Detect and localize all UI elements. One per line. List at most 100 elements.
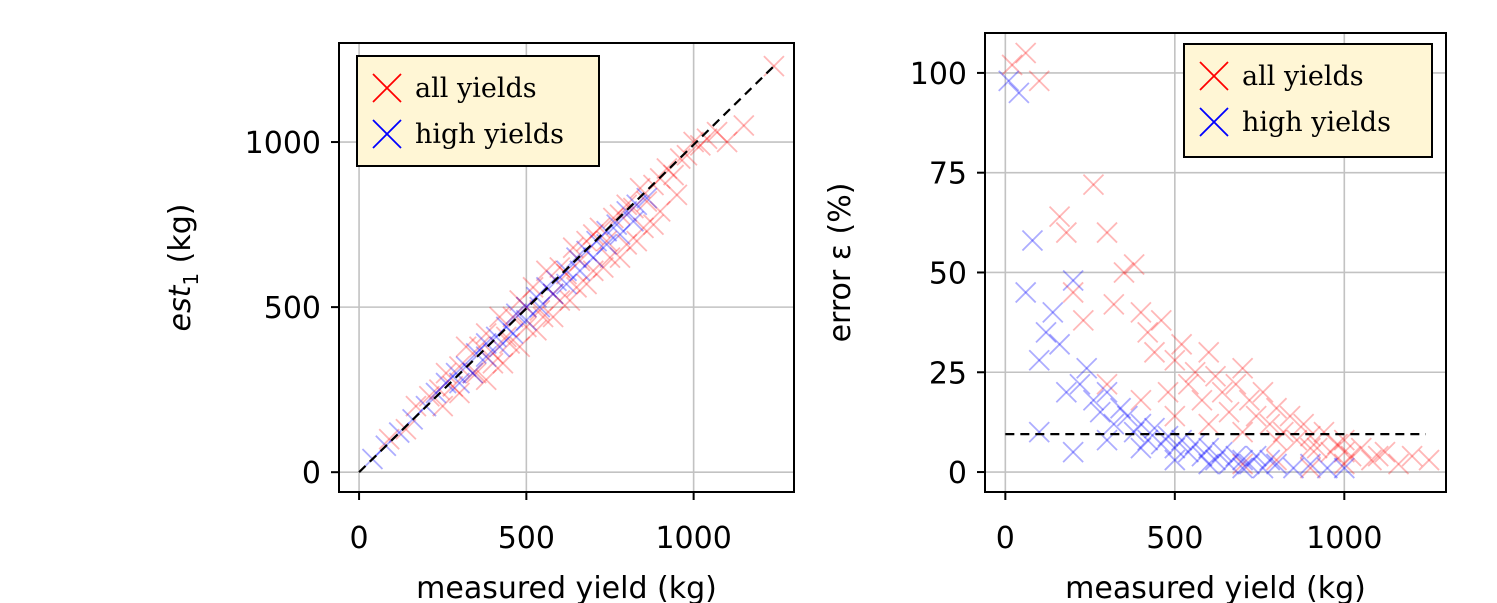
data-point-all-left <box>498 332 521 355</box>
data-point-all-left <box>666 184 688 206</box>
data-point-all-left <box>609 204 631 226</box>
data-point-high-right <box>1055 381 1077 403</box>
data-point-all-right <box>1164 405 1186 427</box>
y-axis-label-left-main: est <box>163 284 198 331</box>
data-point-all-left <box>428 379 451 401</box>
series-all-yields-right <box>1001 42 1440 479</box>
data-point-high-left <box>622 210 645 232</box>
data-point-all-right <box>1164 349 1186 371</box>
y-tick-label-left-1: 500 <box>264 291 321 326</box>
data-point-all-left <box>482 342 504 364</box>
data-point-high-right <box>1204 449 1227 471</box>
data-point-all-left <box>632 217 655 239</box>
data-point-high-right <box>1333 457 1355 479</box>
data-point-all-left <box>716 131 738 153</box>
data-point-all-left <box>626 230 648 252</box>
y-tick-label-right-2: 50 <box>929 256 967 291</box>
data-point-all-left <box>395 418 417 440</box>
legend-left: all yields high yields <box>356 55 600 167</box>
data-point-all-left <box>495 326 517 348</box>
data-point-high-left <box>555 273 578 295</box>
legend-marker-all-right <box>1199 61 1229 91</box>
data-point-high-right <box>1198 453 1220 475</box>
data-point-all-right <box>1279 405 1301 427</box>
data-point-high-right <box>1103 413 1125 435</box>
data-point-all-right <box>1184 361 1206 383</box>
data-point-all-left <box>542 306 564 328</box>
data-point-all-left <box>482 352 504 374</box>
data-point-high-right <box>1130 413 1152 435</box>
data-point-all-right <box>1313 421 1335 443</box>
y-axis-label-left-unit: (kg) <box>163 204 198 273</box>
legend-label-high-right: high yields <box>1242 107 1391 138</box>
data-point-all-left <box>599 246 621 269</box>
data-point-high-right <box>1150 433 1172 455</box>
data-point-high-right <box>1109 397 1132 419</box>
data-point-all-right <box>1265 449 1288 471</box>
data-point-high-right <box>1218 453 1240 475</box>
data-point-all-left <box>656 157 678 180</box>
data-point-all-left <box>689 134 711 156</box>
data-point-all-right <box>1292 413 1315 435</box>
identity-reference-line <box>358 65 775 473</box>
data-point-high-left <box>606 213 628 236</box>
data-point-high-left <box>465 342 487 364</box>
x-tick-label-left-1: 500 <box>498 521 555 556</box>
data-point-all-left <box>488 306 511 328</box>
legend-marker-all-left <box>372 73 402 103</box>
data-point-high-right <box>1191 445 1213 467</box>
data-point-all-right <box>1286 429 1308 451</box>
data-point-all-right <box>1265 397 1288 419</box>
plot-frame-right <box>984 32 1447 493</box>
data-point-all-left <box>596 230 618 252</box>
points-layer-right <box>998 42 1440 479</box>
data-point-all-left <box>636 190 658 213</box>
data-point-all-right <box>1015 42 1037 64</box>
data-point-all-right <box>1096 221 1118 244</box>
data-point-all-left <box>662 164 685 186</box>
data-point-all-left <box>442 375 464 397</box>
data-point-high-left <box>545 270 568 292</box>
data-point-all-right <box>1225 373 1247 395</box>
data-point-all-left <box>515 316 537 338</box>
y-axis-label-right: error ε (%) <box>823 183 858 343</box>
data-point-high-right <box>1062 269 1084 292</box>
data-point-all-right <box>1326 433 1349 455</box>
x-tick-label-right-0: 0 <box>996 521 1015 556</box>
data-point-all-right <box>1299 457 1322 479</box>
data-point-all-right <box>1306 437 1328 459</box>
data-point-high-right <box>1028 349 1050 371</box>
data-point-all-right <box>1418 449 1440 471</box>
data-point-high-right <box>1069 373 1091 395</box>
data-point-all-left <box>682 131 705 153</box>
data-point-all-right <box>1350 437 1372 459</box>
x-tick-label-left-2: 1000 <box>655 521 731 556</box>
data-point-all-right <box>1231 421 1254 443</box>
data-point-high-left <box>565 246 588 269</box>
data-point-all-left <box>522 276 544 298</box>
data-point-high-right <box>1164 449 1186 471</box>
data-point-all-left <box>418 385 440 407</box>
data-point-all-right <box>1170 333 1193 355</box>
data-point-all-right <box>1177 373 1200 395</box>
data-point-all-right <box>1401 445 1423 467</box>
y-axis-label-left: est1 (kg) <box>163 204 203 332</box>
data-point-all-right <box>1387 453 1410 475</box>
x-axis-label-left: measured yield (kg) <box>416 571 717 603</box>
data-point-all-right <box>1191 389 1213 411</box>
data-point-high-right <box>1015 281 1037 304</box>
data-point-all-left <box>562 237 584 259</box>
data-point-high-left <box>609 223 631 246</box>
legend-box-left <box>356 55 600 167</box>
data-point-all-left <box>642 213 665 236</box>
data-point-high-left <box>448 372 471 394</box>
data-point-all-left <box>569 250 591 272</box>
y-tick-label-left-2: 1000 <box>245 126 321 161</box>
data-point-high-left <box>502 322 524 345</box>
data-point-all-left <box>575 230 598 252</box>
data-point-high-left <box>626 194 648 216</box>
data-point-high-right <box>1130 437 1152 459</box>
data-point-all-right <box>1231 357 1254 379</box>
data-point-all-left <box>405 395 427 417</box>
x-axis-label-right: measured yield (kg) <box>1065 571 1366 603</box>
